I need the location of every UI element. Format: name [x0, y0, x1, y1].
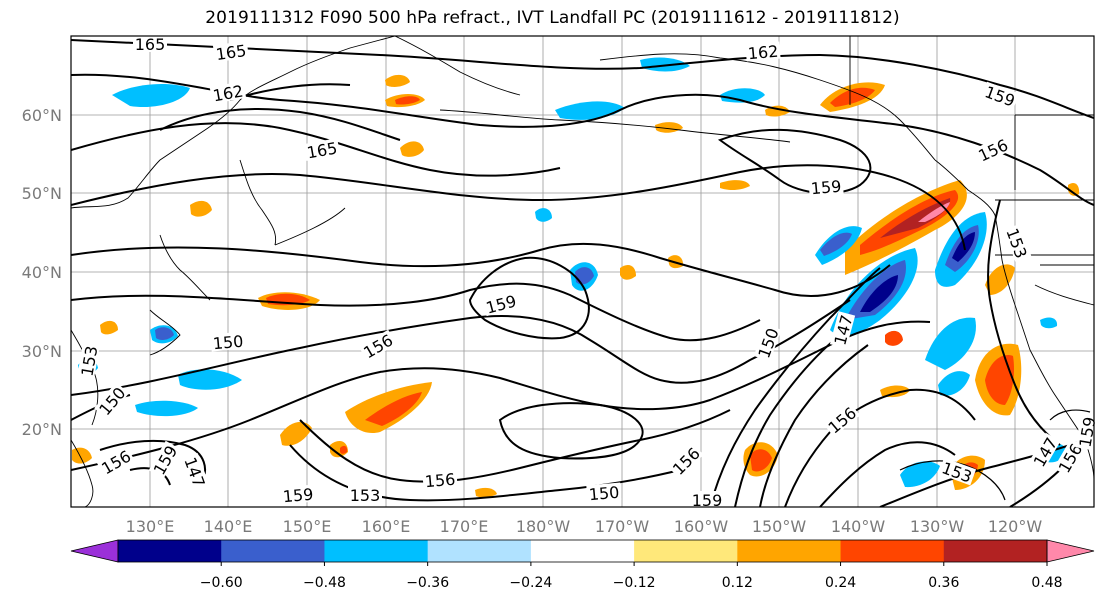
colorbar-min-arrow: [70, 539, 119, 563]
anomaly-blob: [280, 421, 312, 446]
longitude-label: 180°W: [516, 517, 571, 536]
colorbar-segment: [324, 540, 429, 562]
anomaly-blob: [400, 141, 424, 157]
anomaly-blob: [1068, 183, 1080, 196]
contour-label: 165: [135, 35, 166, 54]
anomaly-blob: [860, 275, 898, 312]
colorbar-tick-label: 0.24: [825, 575, 856, 591]
contour-label: 159: [692, 491, 723, 510]
anomaly-blob: [720, 180, 750, 190]
map-frame: [70, 35, 1095, 508]
anomaly-blob: [135, 400, 198, 417]
colorbar-segment: [840, 540, 945, 562]
latitude-label: 60°N: [22, 106, 62, 125]
refractivity-shading: [72, 57, 1080, 498]
anomaly-blob: [925, 317, 976, 370]
anomaly-blob: [985, 264, 1015, 295]
anomaly-blob: [938, 371, 970, 396]
colorbar-segment: [634, 540, 738, 562]
contour-label: 162: [747, 42, 779, 64]
longitude-label: 140°W: [831, 517, 886, 536]
anomaly-blob: [900, 461, 940, 488]
longitude-label: 170°W: [595, 517, 650, 536]
colorbar-segment: [427, 540, 532, 562]
longitude-label: 160°W: [674, 517, 729, 536]
latitude-label: 20°N: [22, 420, 62, 439]
anomaly-blob: [655, 122, 683, 133]
anomaly-blob: [535, 208, 552, 222]
colorbar-tick-label: −0.36: [406, 575, 449, 591]
longitude-label: 150°W: [752, 517, 807, 536]
anomaly-blob: [620, 264, 636, 280]
anomaly-blob: [100, 320, 118, 335]
anomaly-blob: [112, 84, 190, 108]
colorbar-segment: [530, 540, 635, 562]
colorbar-tick-label: 0.12: [722, 575, 753, 591]
anomaly-blob: [918, 202, 950, 222]
colorbar-segment: [737, 540, 842, 562]
longitude-label: 130°W: [910, 517, 965, 536]
colorbar-max-arrow: [1046, 539, 1095, 563]
thin-contours: [899, 409, 1091, 501]
longitude-label: 170°E: [440, 517, 489, 536]
contour-label: 150: [212, 332, 244, 354]
contour-label: 159: [810, 177, 842, 199]
colorbar-tick-label: −0.24: [509, 575, 552, 591]
latitude-label: 50°N: [22, 184, 62, 203]
anomaly-blob: [880, 198, 951, 238]
colorbar-segment: [943, 540, 1048, 562]
anomaly-blob: [385, 74, 410, 87]
colorbar-tick-label: −0.60: [200, 575, 243, 591]
longitude-label: 140°E: [204, 517, 253, 536]
colorbar-tick-label: 0.48: [1031, 575, 1062, 591]
contour-label: 150: [588, 483, 620, 505]
anomaly-blob: [1040, 317, 1058, 329]
colorbar-segment: [221, 540, 325, 562]
contour-label: 159: [1075, 415, 1099, 448]
contour-label: 159: [282, 485, 314, 507]
colorbar-tick-label: 0.36: [928, 575, 959, 591]
anomaly-blob: [155, 327, 174, 340]
anomaly-blob: [880, 385, 910, 398]
contour-label: 153: [350, 486, 381, 505]
anomaly-blob: [190, 200, 212, 217]
colorbar-tick-label: −0.48: [303, 575, 346, 591]
latitude-label: 30°N: [22, 342, 62, 361]
longitude-label: 120°W: [988, 517, 1043, 536]
colorbar-segment: [118, 540, 222, 562]
anomaly-blob: [885, 330, 903, 346]
contour-label: 165: [215, 41, 248, 64]
latitude-label: 40°N: [22, 263, 62, 282]
anomaly-blob: [365, 392, 422, 426]
anomaly-blob: [475, 487, 497, 498]
anomaly-blob: [750, 449, 772, 472]
latitude-labels: 60°N 50°N 40°N 30°N 20°N: [22, 106, 62, 439]
coastlines: [71, 36, 1094, 507]
anomaly-blob: [178, 369, 242, 390]
anomaly-blob: [72, 447, 92, 464]
longitude-label: 130°E: [126, 517, 175, 536]
anomaly-blob: [395, 96, 420, 105]
anomaly-blob: [830, 87, 875, 107]
contour-label: 156: [424, 470, 456, 492]
anomaly-blob: [985, 355, 1015, 405]
colorbar-tick-label: −0.12: [613, 575, 656, 591]
colorbar: [70, 539, 1095, 563]
anomaly-blob: [820, 232, 852, 256]
longitude-label: 160°E: [362, 517, 411, 536]
contour-lines: [71, 39, 1094, 507]
longitude-labels: 130°E 140°E 150°E 160°E 170°E 180°W 170°W 160°W…: [126, 517, 1043, 536]
longitude-label: 150°E: [283, 517, 332, 536]
map-title: 2019111312 F090 500 hPa refract., IVT La…: [205, 8, 900, 28]
anomaly-blob: [340, 445, 348, 454]
colorbar-tick-labels: −0.60 −0.48 −0.36 −0.24 −0.12 0.12 0.24 0.36 0.4…: [200, 562, 1063, 591]
